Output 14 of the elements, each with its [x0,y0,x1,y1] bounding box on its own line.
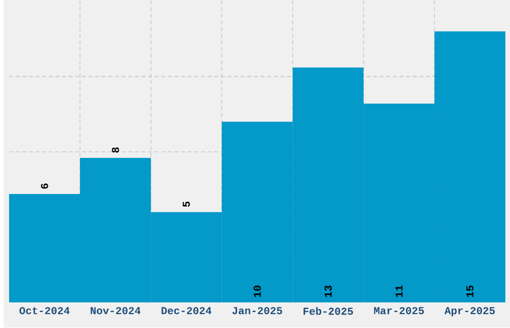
data-label: 13 [324,286,332,298]
x-tick-label: Dec-2024 [162,307,212,314]
x-tick-label: Mar-2025 [374,307,424,314]
x-tick-label: Nov-2024 [90,307,141,314]
data-label: 11 [396,286,403,298]
data-label: 5 [182,202,190,208]
x-tick-label: Apr-2025 [444,307,495,317]
data-label: 6 [40,184,48,189]
data-label: 10 [254,286,261,298]
x-tick-label: Oct-2024 [19,307,70,314]
x-tick-label: Jan-2025 [232,307,282,314]
data-label: 15 [466,286,474,298]
data-label: 8 [112,148,120,153]
x-tick-label: Feb-2025 [304,307,353,316]
